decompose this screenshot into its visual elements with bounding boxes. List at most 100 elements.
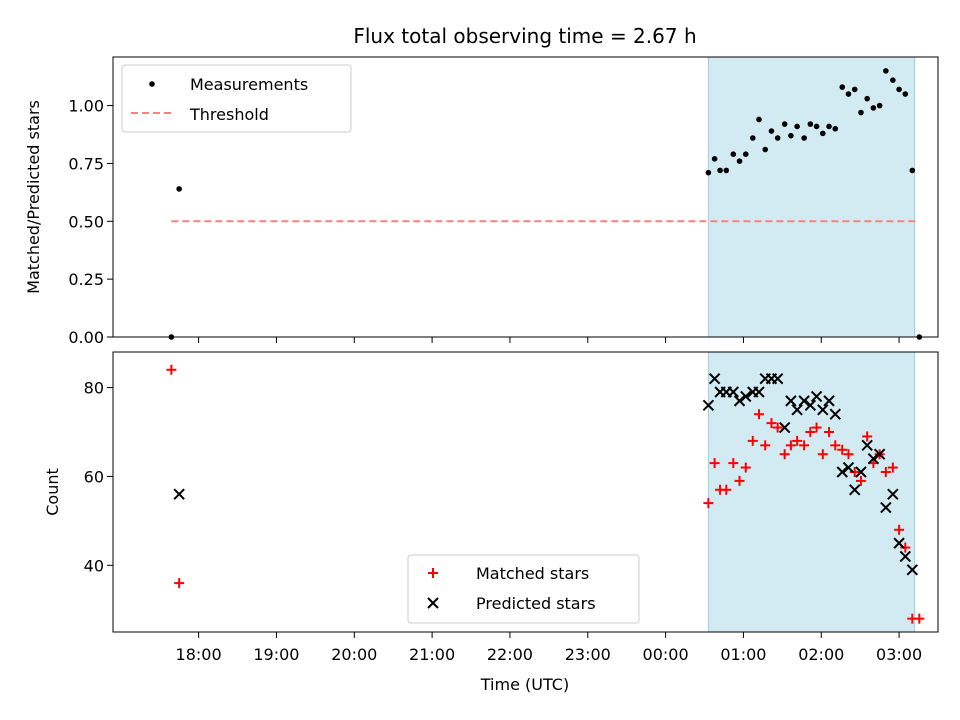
predicted-star-point: [727, 386, 740, 398]
predicted-star-point: [708, 372, 721, 385]
matched-star-point: [760, 440, 771, 451]
measurement-point: [864, 95, 870, 102]
matched-star-point: [740, 462, 751, 473]
measurement-point: [845, 91, 852, 97]
matched-star-point: [166, 364, 177, 375]
measurement-point: [909, 167, 916, 174]
legend-marker-measurements: [149, 81, 155, 87]
x-tick-label: 21:00: [409, 645, 455, 664]
x-tick-label: 03:00: [876, 645, 922, 664]
measurement-point: [896, 86, 902, 93]
predicted-star-point: [867, 452, 880, 465]
x-tick-label: 19:00: [253, 645, 299, 664]
predicted-star-point: [791, 404, 803, 416]
matched-star-point: [849, 467, 860, 477]
measurement-point: [890, 77, 896, 83]
measurement-point: [756, 116, 762, 123]
measurement-point: [762, 146, 769, 153]
measurement-point: [749, 135, 756, 141]
measurement-point: [768, 128, 775, 134]
y-tick-label: 0.25: [68, 270, 104, 289]
bottom-axes-frame: [112, 351, 939, 633]
y-tick-label: 80: [84, 379, 104, 398]
bottom-legend: Matched stars Predicted stars: [407, 554, 640, 624]
matched-star-point: [747, 435, 758, 446]
matched-star-point: [894, 524, 905, 535]
predicted-star-point: [817, 404, 829, 416]
matched-star-point: [862, 431, 873, 442]
measurement-point: [801, 135, 807, 141]
matched-star-point: [880, 467, 891, 477]
y-tick-label: 1.00: [68, 97, 104, 116]
measurement-point: [774, 135, 781, 141]
measurement-point: [839, 84, 846, 90]
measurement-point: [826, 123, 832, 130]
matched-star-point: [772, 422, 783, 433]
measurement-point: [794, 123, 800, 130]
predicted-star-point: [740, 390, 752, 403]
matched-star-point: [753, 409, 764, 420]
measurement-point: [736, 158, 743, 164]
legend-box: [121, 64, 352, 133]
predicted-star-point: [778, 421, 791, 434]
bottom-panel: 40 60 80 18:00 19:00 20:00 21:00 22:00 23:00 00:…: [43, 351, 939, 694]
matched-star-point: [785, 440, 796, 451]
predicted-star-point: [823, 395, 835, 407]
matched-star-point: [703, 498, 714, 509]
top-legend: Measurements Threshold: [121, 64, 352, 133]
chart-title: Flux total observing time = 2.67 h: [353, 24, 696, 48]
y-tick-label: 60: [84, 467, 104, 486]
predicted-star-point: [753, 386, 765, 398]
y-tick-label: 0.50: [68, 212, 104, 231]
predicted-star-point: [804, 399, 817, 412]
legend-marker-matched-stars: [428, 568, 438, 578]
measurement-point: [730, 151, 737, 157]
measurement-point: [788, 132, 794, 139]
predicted-star-point: [906, 564, 919, 576]
y-tick-label: 0.75: [68, 154, 104, 173]
measurement-point: [807, 121, 814, 127]
x-axis-label: Time (UTC): [480, 675, 569, 694]
x-tick-label: 23:00: [565, 645, 611, 664]
measurement-point: [858, 109, 864, 116]
measurement-point: [781, 121, 788, 127]
predicted-star-point: [785, 395, 797, 407]
matched-star-point: [914, 613, 925, 624]
matched-star-point: [887, 462, 898, 473]
matched-star-point: [811, 422, 822, 433]
measurement-point: [851, 86, 858, 93]
measurement-point: [717, 167, 723, 174]
x-tick-label: 01:00: [720, 645, 766, 664]
predicted-star-point: [836, 466, 848, 478]
y-tick-label: 0.00: [68, 328, 104, 347]
predicted-star-point: [861, 439, 873, 452]
predicted-star-point: [733, 395, 746, 407]
matched-star-point: [734, 475, 745, 486]
predicted-star-point: [893, 537, 905, 549]
measurement-point: [711, 156, 718, 162]
measurement-point: [820, 130, 826, 137]
matched-star-point: [817, 449, 828, 460]
observing-window-shade: [707, 351, 916, 633]
matched-star-point: [855, 475, 866, 486]
predicted-star-point: [887, 488, 899, 500]
matched-star-point: [779, 449, 790, 460]
measurement-point: [813, 123, 820, 130]
measurement-point: [742, 151, 749, 157]
predicted-star-point: [702, 399, 715, 412]
measurement-point: [723, 167, 730, 174]
matched-star-point: [805, 427, 816, 437]
top-axes-frame: [112, 56, 939, 338]
matched-star-point: [900, 542, 911, 553]
predicted-star-point: [873, 448, 886, 460]
x-tick-label: 00:00: [643, 645, 689, 664]
legend-marker-predicted-stars: [427, 597, 439, 609]
legend-label: Predicted stars: [476, 594, 596, 613]
matched-star-point: [843, 449, 854, 460]
measurement-point: [876, 102, 883, 109]
predicted-star-point: [829, 408, 841, 420]
matched-star-point: [792, 435, 803, 446]
top-panel: 0.00 0.25 0.50 0.75 1.00 Matched/Predicted s…: [24, 56, 939, 347]
measurement-point: [902, 91, 909, 97]
